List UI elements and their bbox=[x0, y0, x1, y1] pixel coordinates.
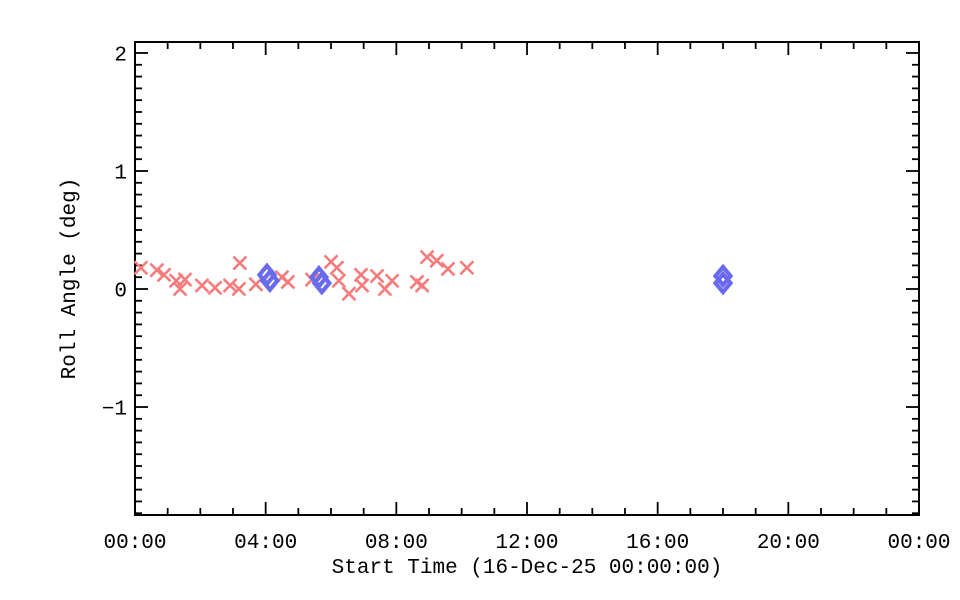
x-marker bbox=[440, 261, 456, 277]
roll-angle-x-points bbox=[133, 249, 475, 302]
x-marker bbox=[248, 276, 264, 292]
x-tick-label: 16:00 bbox=[626, 532, 689, 555]
x-marker bbox=[194, 278, 210, 293]
x-tick-label: 08:00 bbox=[365, 532, 428, 555]
x-marker bbox=[172, 281, 188, 297]
x-marker bbox=[207, 280, 223, 296]
diamond-marker bbox=[712, 270, 734, 296]
y-tick-label: 2 bbox=[114, 44, 127, 67]
x-marker bbox=[354, 278, 370, 293]
x-marker bbox=[341, 286, 357, 302]
y-tick-label: 1 bbox=[114, 162, 127, 185]
x-tick-label: 20:00 bbox=[757, 532, 820, 555]
x-marker bbox=[331, 273, 347, 289]
y-tick-label: 0 bbox=[114, 281, 127, 304]
x-marker bbox=[329, 260, 345, 276]
diamond-marker bbox=[311, 270, 333, 296]
x-tick-labels: 00:00 04:00 08:00 12:00 16:00 20:00 00:00 bbox=[103, 532, 950, 555]
y-tick-label: −1 bbox=[102, 399, 127, 422]
diamond-marker bbox=[259, 268, 281, 294]
x-marker bbox=[232, 255, 248, 271]
x-marker bbox=[459, 260, 475, 276]
x-marker bbox=[369, 268, 385, 284]
x-axis-title: Start Time (16-Dec-25 00:00:00) bbox=[332, 557, 723, 580]
plot-frame bbox=[134, 41, 920, 516]
x-marker bbox=[149, 262, 165, 278]
x-marker bbox=[156, 267, 172, 283]
x-marker bbox=[414, 278, 430, 293]
x-marker bbox=[231, 281, 247, 297]
x-marker bbox=[222, 278, 238, 293]
y-tick-labels: −1 0 1 2 bbox=[102, 44, 127, 421]
x-marker bbox=[133, 260, 149, 276]
diamond-marker bbox=[712, 263, 734, 289]
x-marker bbox=[429, 253, 445, 269]
x-marker bbox=[280, 274, 296, 290]
x-marker bbox=[177, 272, 193, 287]
x-marker bbox=[384, 273, 400, 289]
x-tick-label: 12:00 bbox=[495, 532, 558, 555]
roll-angle-diamond-points bbox=[256, 262, 734, 296]
axis-ticks bbox=[134, 42, 920, 515]
x-tick-label: 00:00 bbox=[887, 532, 950, 555]
x-marker bbox=[419, 249, 435, 265]
plot-area: 00:00 04:00 08:00 12:00 16:00 20:00 00:00 −1 0 1 2 bbox=[102, 41, 951, 555]
y-axis-title: Roll Angle (deg) bbox=[59, 178, 82, 380]
x-tick-label: 04:00 bbox=[234, 532, 297, 555]
x-tick-label: 00:00 bbox=[103, 532, 166, 555]
